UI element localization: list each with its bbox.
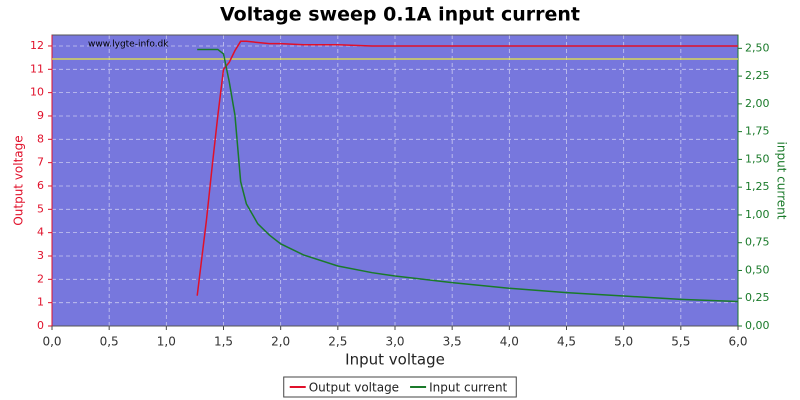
- y2-tick-label: 0,00: [745, 319, 770, 332]
- legend-box: [283, 376, 517, 398]
- y-tick-label: 5: [37, 202, 44, 215]
- x-tick-label: 1,0: [157, 335, 176, 349]
- y-tick-label: 4: [37, 226, 44, 239]
- y-tick-label: 11: [30, 62, 44, 75]
- y-tick-label: 10: [30, 86, 44, 99]
- series-line: [197, 48, 739, 303]
- x-tick-label: 2,5: [328, 335, 347, 349]
- y-axis-title: Output voltage: [12, 135, 26, 225]
- x-tick-label: 5,0: [614, 335, 633, 349]
- x-tick-label: 5,5: [671, 335, 690, 349]
- y-tick-label: 6: [37, 179, 44, 192]
- watermark: www.lygte-info.dk: [88, 40, 169, 50]
- legend-label: Output voltage: [309, 381, 399, 395]
- y2-tick-label: 2,25: [745, 69, 770, 82]
- y-tick-label: 9: [37, 109, 44, 122]
- x-tick-label: 4,0: [500, 335, 519, 349]
- y2-tick-label: 1,75: [745, 125, 770, 138]
- y-tick-label: 12: [30, 39, 44, 52]
- y2-tick-label: 0,50: [745, 263, 770, 276]
- x-tick-label: 3,5: [443, 335, 462, 349]
- y-tick-label: 2: [37, 272, 44, 285]
- x-tick-label: 3,0: [385, 335, 404, 349]
- y2-tick-label: 2,00: [745, 97, 770, 110]
- x-tick-label: 0,0: [42, 335, 61, 349]
- y-tick-label: 7: [37, 156, 44, 169]
- x-tick-label: 6,0: [728, 335, 747, 349]
- y-tick-label: 0: [37, 319, 44, 332]
- chart-title: Voltage sweep 0.1A input current: [220, 4, 580, 26]
- y2-tick-label: 1,00: [745, 208, 770, 221]
- y2-tick-label: 0,25: [745, 291, 770, 304]
- y2-tick-label: 2,50: [745, 41, 770, 54]
- x-tick-label: 4,5: [557, 335, 576, 349]
- x-tick-label: 0,5: [100, 335, 119, 349]
- y2-tick-label: 0,75: [745, 236, 770, 249]
- y-tick-label: 1: [37, 296, 44, 309]
- y-tick-label: 3: [37, 249, 44, 262]
- x-tick-label: 1,5: [214, 335, 233, 349]
- x-tick-label: 2,0: [271, 335, 290, 349]
- plot-area: [52, 35, 738, 326]
- y2-axis-title: input current: [775, 142, 789, 220]
- y-tick-label: 8: [37, 132, 44, 145]
- legend-label: Input current: [429, 381, 507, 395]
- y2-tick-label: 1,50: [745, 152, 770, 165]
- y2-tick-label: 1,25: [745, 180, 770, 193]
- series-line: [196, 40, 738, 296]
- legend: Output voltage Input current: [283, 376, 517, 398]
- x-axis-title: Input voltage: [345, 351, 445, 369]
